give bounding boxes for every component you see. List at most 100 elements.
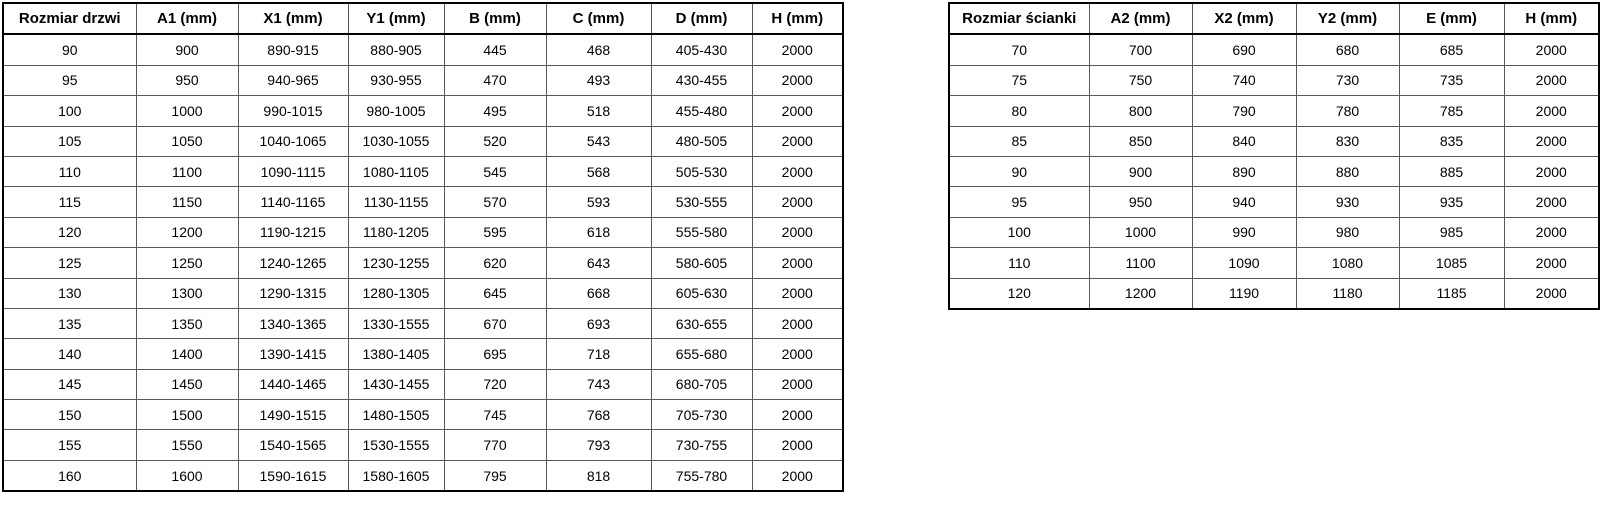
table-row: 120 1200 1190-1215 1180-1205 595 618 555-580 20… <box>2 216 844 249</box>
column-header: A2 (mm) <box>1088 2 1193 36</box>
table-cell: 900 <box>135 33 239 66</box>
table-cell: 880-905 <box>347 33 445 66</box>
table-cell: 885 <box>1398 155 1505 188</box>
table-cell: 643 <box>545 247 652 279</box>
table-cell: 1330-1555 <box>347 307 445 340</box>
table-cell: 950 <box>135 64 239 97</box>
table-row: 115 1150 1140-1165 1130-1155 570 593 530-555 20… <box>2 186 844 218</box>
table-cell: 2000 <box>751 307 844 340</box>
table-cell: 930-955 <box>347 64 445 97</box>
table-cell: 2000 <box>1503 95 1600 127</box>
table-cell: 2000 <box>751 459 844 492</box>
table-cell: 1400 <box>135 338 239 370</box>
table-cell: 718 <box>545 338 652 370</box>
table-cell: 2000 <box>1503 247 1600 279</box>
table-cell: 110 <box>948 247 1090 279</box>
table-cell: 125 <box>2 247 137 279</box>
table-cell: 1080 <box>1295 247 1400 279</box>
table-cell: 780 <box>1295 95 1400 127</box>
table-cell: 493 <box>545 64 652 97</box>
door-size-table: Rozmiar drzwi A1 (mm) X1 (mm) Y1 (mm) B (mm)… <box>2 2 844 493</box>
table-cell: 1230-1255 <box>347 247 445 279</box>
table-cell: 785 <box>1398 95 1505 127</box>
table-cell: 950 <box>1088 186 1193 218</box>
table-cell: 630-655 <box>650 307 753 340</box>
column-header: Y1 (mm) <box>347 2 445 36</box>
table-cell: 693 <box>545 307 652 340</box>
column-header: H (mm) <box>1503 2 1600 36</box>
table-cell: 1490-1515 <box>237 399 349 431</box>
table-cell: 1600 <box>135 459 239 492</box>
table-cell: 2000 <box>751 399 844 431</box>
table-cell: 670 <box>443 307 547 340</box>
table-row: 80 800 790 780 785 2000 <box>948 95 1600 127</box>
table-cell: 985 <box>1398 216 1505 249</box>
table-row: 120 1200 1190 1180 1185 2000 <box>948 277 1600 310</box>
table-cell: 95 <box>2 64 137 97</box>
table-cell: 1000 <box>1088 216 1193 249</box>
table-cell: 930 <box>1295 186 1400 218</box>
table-cell: 1040-1065 <box>237 125 349 157</box>
table-cell: 2000 <box>751 125 844 157</box>
table-cell: 2000 <box>1503 64 1600 97</box>
table-cell: 543 <box>545 125 652 157</box>
table-cell: 793 <box>545 429 652 461</box>
table-cell: 1200 <box>135 216 239 249</box>
table-cell: 95 <box>948 186 1090 218</box>
table-cell: 2000 <box>751 64 844 97</box>
table-row: 135 1350 1340-1365 1330-1555 670 693 630-655 20… <box>2 307 844 340</box>
table-cell: 840 <box>1191 125 1297 157</box>
table-cell: 900 <box>1088 155 1193 188</box>
column-header: X1 (mm) <box>237 2 349 36</box>
table-cell: 135 <box>2 307 137 340</box>
table-cell: 90 <box>948 155 1090 188</box>
table-cell: 595 <box>443 216 547 249</box>
table-cell: 880 <box>1295 155 1400 188</box>
table-cell: 110 <box>2 155 137 188</box>
table-cell: 680-705 <box>650 368 753 401</box>
table-cell: 618 <box>545 216 652 249</box>
table-row: 140 1400 1390-1415 1380-1405 695 718 655-680 20… <box>2 338 844 370</box>
table-cell: 685 <box>1398 33 1505 66</box>
table-cell: 85 <box>948 125 1090 157</box>
column-header: D (mm) <box>650 2 753 36</box>
table-cell: 120 <box>948 277 1090 310</box>
table-cell: 605-630 <box>650 277 753 309</box>
table-cell: 1185 <box>1398 277 1505 310</box>
table-cell: 830 <box>1295 125 1400 157</box>
column-header: E (mm) <box>1398 2 1505 36</box>
table-cell: 890 <box>1191 155 1297 188</box>
table-cell: 1090-1115 <box>237 155 349 188</box>
table-cell: 800 <box>1088 95 1193 127</box>
table-cell: 150 <box>2 399 137 431</box>
table-cell: 1000 <box>135 95 239 127</box>
table-cell: 1530-1555 <box>347 429 445 461</box>
table-cell: 990 <box>1191 216 1297 249</box>
table-cell: 1340-1365 <box>237 307 349 340</box>
table-cell: 1240-1265 <box>237 247 349 279</box>
table-cell: 100 <box>948 216 1090 249</box>
table-cell: 2000 <box>1503 155 1600 188</box>
table-cell: 690 <box>1191 33 1297 66</box>
table-row: 95 950 940-965 930-955 470 493 430-455 2000 <box>2 64 844 97</box>
table-cell: 740 <box>1191 64 1297 97</box>
table-cell: 795 <box>443 459 547 492</box>
table-cell: 130 <box>2 277 137 309</box>
table-cell: 405-430 <box>650 33 753 66</box>
table-cell: 2000 <box>751 95 844 127</box>
table-cell: 2000 <box>1503 125 1600 157</box>
table-cell: 1500 <box>135 399 239 431</box>
table-row: 160 1600 1590-1615 1580-1605 795 818 755-780 20… <box>2 459 844 492</box>
table-cell: 2000 <box>751 33 844 66</box>
table-cell: 1100 <box>135 155 239 188</box>
table-cell: 545 <box>443 155 547 188</box>
table-cell: 2000 <box>751 429 844 461</box>
table-cell: 468 <box>545 33 652 66</box>
table-cell: 1090 <box>1191 247 1297 279</box>
table-cell: 518 <box>545 95 652 127</box>
table-cell: 1550 <box>135 429 239 461</box>
table-cell: 120 <box>2 216 137 249</box>
table-cell: 620 <box>443 247 547 279</box>
table-cell: 1250 <box>135 247 239 279</box>
table-row: 110 1100 1090 1080 1085 2000 <box>948 247 1600 279</box>
